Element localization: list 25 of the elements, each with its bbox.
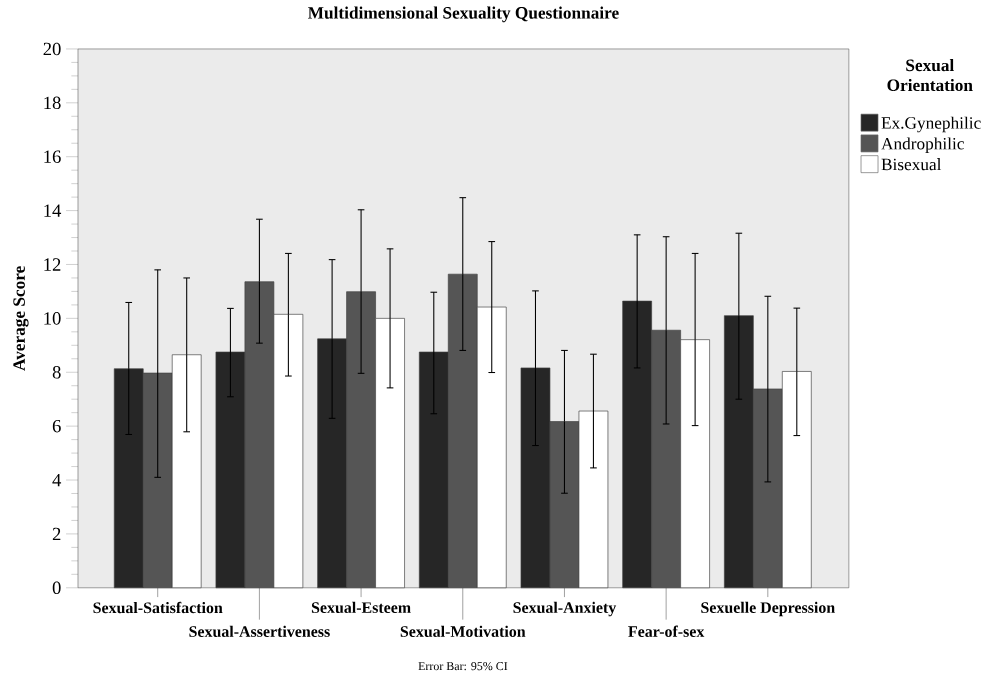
y-tick-label: 4	[52, 474, 62, 487]
y-tick-label: 2	[52, 527, 61, 541]
x-tick-label: Sexual-Anxiety	[513, 601, 617, 617]
y-tick-label: 16	[44, 150, 61, 164]
legend-title: Sexual Orientation	[887, 59, 973, 92]
x-tick-label: Sexual-Assertiveness	[189, 625, 330, 638]
text: Error Bar: 95% CI	[418, 662, 508, 671]
x-tick-label: Sexual-Satisfaction	[93, 601, 223, 614]
y-tick-label: 8	[52, 366, 61, 379]
legend-label: Bisexual	[881, 158, 942, 171]
legend-label: Androphilic	[881, 137, 964, 154]
x-tick-label: Sexual-Motivation	[400, 625, 526, 638]
y-tick-label: 10	[44, 312, 61, 325]
y-axis-title: Average Score	[13, 266, 29, 371]
y-tick-label: 14	[44, 204, 62, 217]
y-tick-label: 6	[52, 420, 61, 433]
chart-title: Multidimensional Sexuality Questionnaire	[308, 6, 619, 23]
y-tick-label: 12	[44, 258, 61, 271]
x-tick-label: Sexuelle Depression	[701, 601, 835, 617]
y-tick-label: 20	[43, 42, 61, 56]
y-tick-label: 18	[44, 96, 61, 110]
legend-label: Ex.Gynephilic	[881, 116, 981, 133]
x-tick-label: Fear-of-sex	[628, 625, 705, 638]
y-tick-label: 0	[52, 581, 61, 595]
x-tick-label: Sexual-Esteem	[311, 601, 411, 614]
